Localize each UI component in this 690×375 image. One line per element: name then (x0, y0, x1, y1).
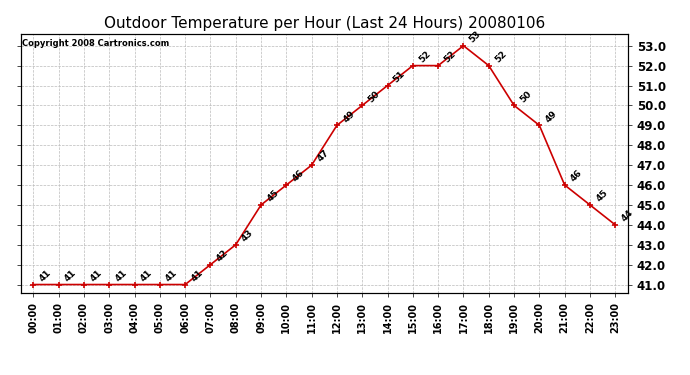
Text: 52: 52 (417, 49, 432, 64)
Text: 50: 50 (518, 89, 533, 104)
Text: 44: 44 (620, 208, 635, 224)
Text: 41: 41 (189, 268, 205, 283)
Text: 49: 49 (544, 108, 559, 124)
Text: 47: 47 (316, 148, 331, 164)
Text: 41: 41 (63, 268, 78, 283)
Text: 43: 43 (240, 228, 255, 243)
Text: 53: 53 (468, 29, 483, 44)
Text: 41: 41 (37, 268, 53, 283)
Text: 46: 46 (290, 168, 306, 184)
Text: 41: 41 (113, 268, 129, 283)
Title: Outdoor Temperature per Hour (Last 24 Hours) 20080106: Outdoor Temperature per Hour (Last 24 Ho… (104, 16, 545, 31)
Text: 52: 52 (493, 49, 508, 64)
Text: 51: 51 (392, 69, 407, 84)
Text: Copyright 2008 Cartronics.com: Copyright 2008 Cartronics.com (22, 39, 169, 48)
Text: 41: 41 (139, 268, 154, 283)
Text: 45: 45 (265, 188, 281, 204)
Text: 52: 52 (442, 49, 457, 64)
Text: 45: 45 (594, 188, 609, 204)
Text: 50: 50 (366, 89, 382, 104)
Text: 41: 41 (88, 268, 104, 283)
Text: 42: 42 (215, 248, 230, 263)
Text: 41: 41 (164, 268, 179, 283)
Text: 46: 46 (569, 168, 584, 184)
Text: 49: 49 (341, 108, 357, 124)
